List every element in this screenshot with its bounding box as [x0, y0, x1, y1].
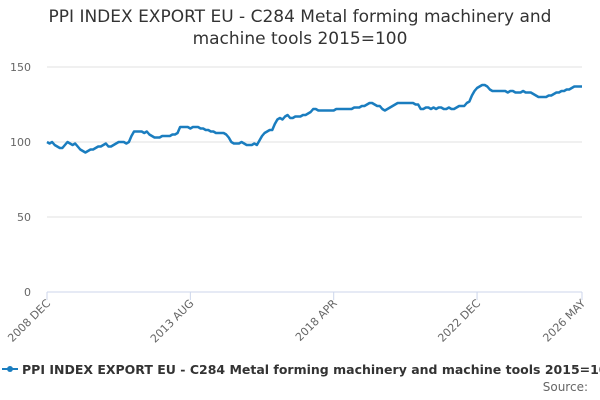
chart-title: PPI INDEX EXPORT EU - C284 Metal forming… — [48, 7, 552, 49]
x-tick-label: 2018 APR — [293, 297, 340, 344]
legend-label: PPI INDEX EXPORT EU - C284 Metal forming… — [22, 362, 600, 377]
y-tick-label: 150 — [10, 61, 31, 74]
x-tick-label: 2022 DEC — [435, 297, 483, 345]
x-tick-label: 2013 AUG — [148, 297, 197, 346]
x-tick-label: 2026 MAY — [540, 297, 588, 345]
y-tick-label: 50 — [17, 211, 31, 224]
y-tick-label: 100 — [10, 136, 31, 149]
legend-symbol — [7, 366, 13, 372]
y-tick-label: 0 — [24, 286, 31, 299]
series-line — [46, 83, 582, 154]
source: Source: — [543, 380, 588, 394]
x-tick-label: 2008 DEC — [5, 297, 53, 345]
